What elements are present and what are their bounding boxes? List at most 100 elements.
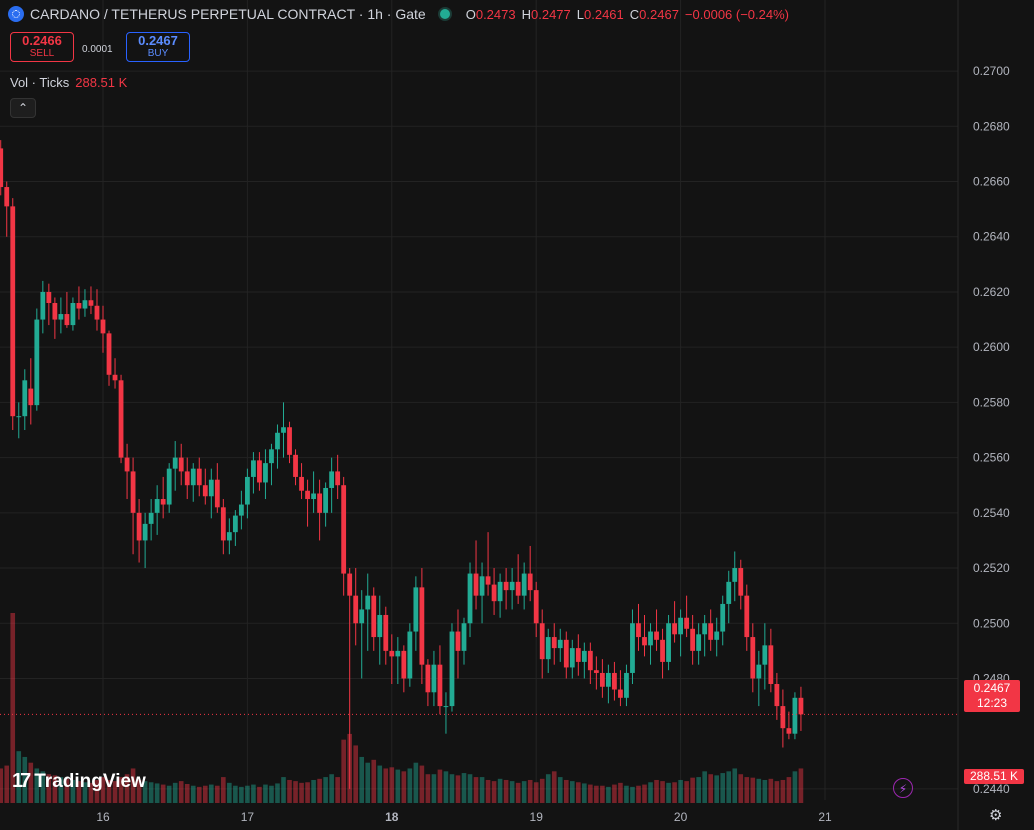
y-tick-label: 0.2440: [973, 782, 1010, 796]
volume-tag: 288.51 K: [964, 769, 1024, 784]
volume-bar: [202, 785, 208, 803]
candle: [684, 595, 690, 638]
volume-bar: [630, 786, 635, 803]
candle: [70, 297, 76, 331]
volume-bar: [726, 771, 732, 803]
volume-bar: [533, 782, 539, 803]
volume-bar: [365, 762, 371, 803]
candle: [184, 457, 190, 500]
candle: [792, 692, 798, 740]
volume-bar: [401, 771, 407, 803]
candle: [34, 308, 40, 411]
y-tick-label: 0.2660: [973, 175, 1010, 189]
volume-bar: [305, 782, 310, 803]
volume-bar: [702, 771, 707, 803]
candle: [756, 650, 762, 707]
candle: [359, 590, 365, 679]
candle: [569, 639, 575, 679]
volume-bar: [515, 782, 521, 803]
volume-bar: [539, 778, 545, 803]
candle: [401, 645, 407, 693]
candle: [437, 645, 443, 715]
y-tick-label: 0.2640: [973, 230, 1010, 244]
volume-bar: [28, 762, 34, 803]
candle: [660, 628, 665, 679]
volume-bar: [100, 777, 106, 803]
candle: [654, 609, 659, 651]
candle: [317, 479, 322, 541]
candle: [22, 369, 28, 430]
volume-bar: [714, 775, 719, 803]
volume-bar: [437, 769, 443, 803]
y-tick-label: 0.2680: [973, 119, 1010, 133]
volume-bar: [485, 779, 491, 803]
settings-gear-icon[interactable]: ⚙: [989, 807, 1003, 824]
candle: [599, 659, 605, 698]
candle: [148, 499, 154, 541]
buy-price: 0.2467: [138, 33, 178, 48]
volume-bar: [690, 777, 695, 803]
close-key: C: [629, 6, 640, 22]
lightning-icon[interactable]: ⚡: [893, 778, 913, 798]
volume-bar: [479, 777, 485, 803]
volume-bar: [118, 777, 124, 803]
candle: [551, 623, 557, 665]
volume-bar: [311, 779, 316, 803]
volume-bar: [545, 774, 551, 803]
volume-bar: [594, 785, 599, 803]
volume-bar: [563, 779, 569, 803]
low-value: 0.2461: [584, 6, 624, 22]
volume-bar: [353, 745, 358, 803]
tradingview-logo[interactable]: 17 TradingView: [12, 770, 146, 793]
volume-bar: [136, 779, 142, 803]
candle: [497, 573, 503, 618]
collapse-legend-button[interactable]: ⌃: [10, 98, 36, 118]
candle: [172, 441, 178, 491]
sell-button[interactable]: 0.2466 SELL: [10, 32, 74, 62]
volume-bar: [329, 774, 334, 803]
volume-bar: [666, 782, 671, 803]
volume-legend[interactable]: Vol · Ticks 288.51 K: [10, 75, 127, 90]
buy-button[interactable]: 0.2467 BUY: [126, 32, 190, 62]
volume-bar: [497, 778, 503, 803]
volume-bar: [503, 779, 509, 803]
volume-bar: [0, 768, 4, 803]
candle: [46, 283, 52, 326]
volume-bar: [648, 782, 653, 803]
volume-bar: [190, 785, 196, 803]
volume-bar: [407, 768, 413, 803]
change-value: −0.0006 (−0.24%): [684, 6, 789, 22]
y-tick-label: 0.2620: [973, 285, 1010, 299]
low-key: L: [576, 6, 584, 22]
volume-bar: [335, 777, 340, 803]
volume-bar: [269, 785, 274, 803]
y-tick-label: 0.2540: [973, 506, 1010, 520]
volume-bar: [774, 781, 780, 803]
candle: [744, 584, 750, 651]
market-status-icon[interactable]: [439, 9, 450, 19]
volume-bar: [732, 768, 738, 803]
volume-bar: [172, 782, 178, 803]
x-tick-label: 20: [674, 810, 688, 824]
volume-bar: [359, 756, 365, 803]
candle: [563, 631, 569, 679]
volume-bar: [588, 784, 593, 803]
volume-bar: [521, 781, 527, 803]
candle: [311, 471, 316, 513]
volume-legend-label: Vol · Ticks: [10, 75, 70, 90]
volume-bar: [576, 782, 581, 803]
buy-label: BUY: [147, 48, 169, 59]
candle: [678, 609, 683, 657]
candle: [4, 181, 10, 237]
symbol-title[interactable]: CARDANO / TETHERUS PERPETUAL CONTRACT · …: [30, 6, 426, 22]
volume-bar: [762, 779, 768, 803]
candle: [593, 656, 599, 690]
volume-bar: [509, 781, 515, 803]
candle: [287, 421, 292, 464]
candle: [431, 650, 437, 707]
volume-bar: [425, 774, 431, 803]
spread-value: 0.0001: [82, 44, 113, 55]
x-tick-label: 18: [385, 810, 399, 824]
volume-bar: [142, 781, 148, 803]
